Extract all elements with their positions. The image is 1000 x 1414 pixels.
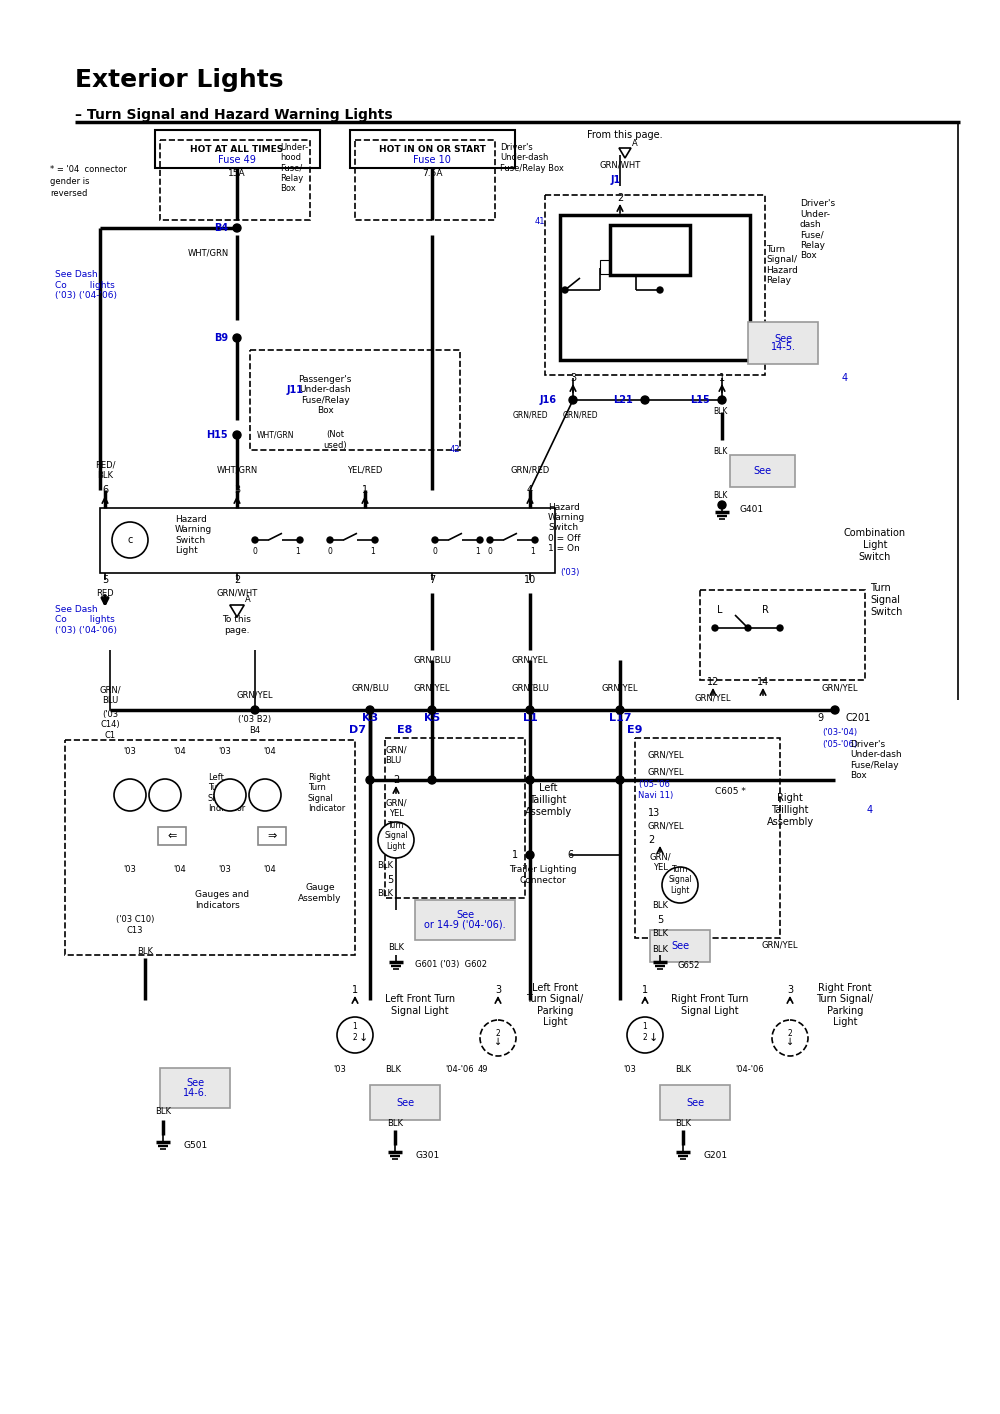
Text: B9: B9 [214,334,228,344]
Text: G401: G401 [740,505,764,515]
Text: BLK: BLK [137,947,153,956]
Circle shape [233,223,241,232]
Text: 15A: 15A [228,168,246,178]
Text: E9: E9 [627,725,643,735]
Text: (Not
used): (Not used) [323,430,347,450]
Text: GRN/BLU: GRN/BLU [351,683,389,693]
Text: 3: 3 [787,986,793,995]
Text: c: c [127,534,133,544]
Circle shape [641,396,649,404]
Circle shape [718,396,726,404]
Circle shape [712,625,718,631]
Text: GRN/
YEL: GRN/ YEL [649,853,671,871]
Circle shape [112,522,148,559]
Circle shape [562,287,568,293]
Circle shape [366,706,374,714]
Circle shape [372,537,378,543]
Text: GRN/YEL: GRN/YEL [648,768,684,776]
Text: G601 ('03)  G602: G601 ('03) G602 [415,960,487,970]
Text: 14-5.: 14-5. [770,342,796,352]
Text: BLK: BLK [377,888,393,898]
Circle shape [428,706,436,714]
Text: BLK: BLK [385,1066,401,1075]
Text: L15: L15 [690,395,710,404]
Text: 3: 3 [570,373,576,383]
Text: Driver's
Under-
dash
Fuse/
Relay
Box: Driver's Under- dash Fuse/ Relay Box [800,199,835,260]
Text: GRN/YEL: GRN/YEL [695,693,731,703]
Text: GRN/WHT: GRN/WHT [599,161,641,170]
Text: 1: 1 [719,373,725,383]
Circle shape [526,851,534,858]
Text: 1: 1 [352,986,358,995]
Bar [730,455,795,486]
Text: '04: '04 [264,865,276,874]
Text: Hazard
Warning
Switch
Light: Hazard Warning Switch Light [175,515,212,556]
Bar [635,738,780,937]
Text: See Dash
Co        lights
('03) ('04-'06): See Dash Co lights ('03) ('04-'06) [55,605,117,635]
Text: 0: 0 [253,546,257,556]
Text: GRN/
BLU: GRN/ BLU [385,745,407,765]
Text: YEL/RED: YEL/RED [347,465,383,475]
Text: Gauge
Assembly: Gauge Assembly [298,884,342,902]
Circle shape [526,706,534,714]
Text: 1: 1 [362,485,368,495]
Text: 4: 4 [842,373,848,383]
Text: Fuse 49: Fuse 49 [218,156,256,165]
Circle shape [526,776,534,783]
Text: GRN/BLU: GRN/BLU [413,656,451,665]
Text: See: See [186,1079,204,1089]
Text: WHT/GRN: WHT/GRN [216,465,258,475]
Text: ('05-'06): ('05-'06) [822,740,858,748]
Text: ('03
C14)
C1: ('03 C14) C1 [100,710,120,740]
Text: '04: '04 [174,748,186,756]
Text: See: See [753,467,772,477]
Text: ⇒: ⇒ [267,831,277,841]
Text: '03: '03 [124,865,136,874]
Text: BLK: BLK [652,901,668,909]
Circle shape [772,1019,808,1056]
Text: 7: 7 [429,575,435,585]
Circle shape [428,776,436,783]
Bar [560,215,750,361]
Text: Left
Turn
Signal
Indicator: Left Turn Signal Indicator [208,773,245,813]
Text: Right
Turn
Signal
Indicator: Right Turn Signal Indicator [308,773,345,813]
Text: L17: L17 [609,713,631,723]
Text: BLK: BLK [652,929,668,937]
Text: ↓: ↓ [648,1034,658,1044]
Text: 6: 6 [102,485,108,495]
Text: 0: 0 [328,546,332,556]
Text: Gauges and
Indicators: Gauges and Indicators [195,891,249,909]
Text: G652: G652 [678,960,700,970]
Text: * = '04  connector: * = '04 connector [50,165,127,174]
Bar [660,1085,730,1120]
Text: 3: 3 [495,986,501,995]
Text: 4: 4 [527,485,533,495]
Text: '03: '03 [219,748,231,756]
Text: G201: G201 [703,1151,727,1159]
Text: GRN/
YEL: GRN/ YEL [385,799,407,817]
Text: Fuse 10: Fuse 10 [413,156,451,165]
Text: ('03 B2)
B4: ('03 B2) B4 [238,715,272,735]
Text: 14: 14 [757,677,769,687]
Circle shape [366,776,374,783]
Text: L: L [717,605,723,615]
Circle shape [249,779,281,812]
Text: See: See [686,1097,704,1107]
Circle shape [432,537,438,543]
Circle shape [214,779,246,812]
Text: Turn
Signal/
Hazard
Relay: Turn Signal/ Hazard Relay [766,245,798,286]
Text: J1: J1 [611,175,621,185]
Text: GRN/YEL: GRN/YEL [512,656,548,665]
Text: See Dash
Co        lights
('03) ('04-'06): See Dash Co lights ('03) ('04-'06) [55,270,117,300]
Text: Trailer Lighting
Connector: Trailer Lighting Connector [509,865,577,885]
Bar [158,827,186,846]
Text: GRN/RED: GRN/RED [562,410,598,420]
Text: H15: H15 [206,430,228,440]
Circle shape [114,779,146,812]
Text: 1: 1 [531,546,535,556]
Text: gender is: gender is [50,178,90,187]
Circle shape [337,1017,373,1053]
Text: GRN/YEL: GRN/YEL [414,683,450,693]
Text: ↓: ↓ [494,1036,502,1046]
Text: GRN/
BLU: GRN/ BLU [99,686,121,704]
